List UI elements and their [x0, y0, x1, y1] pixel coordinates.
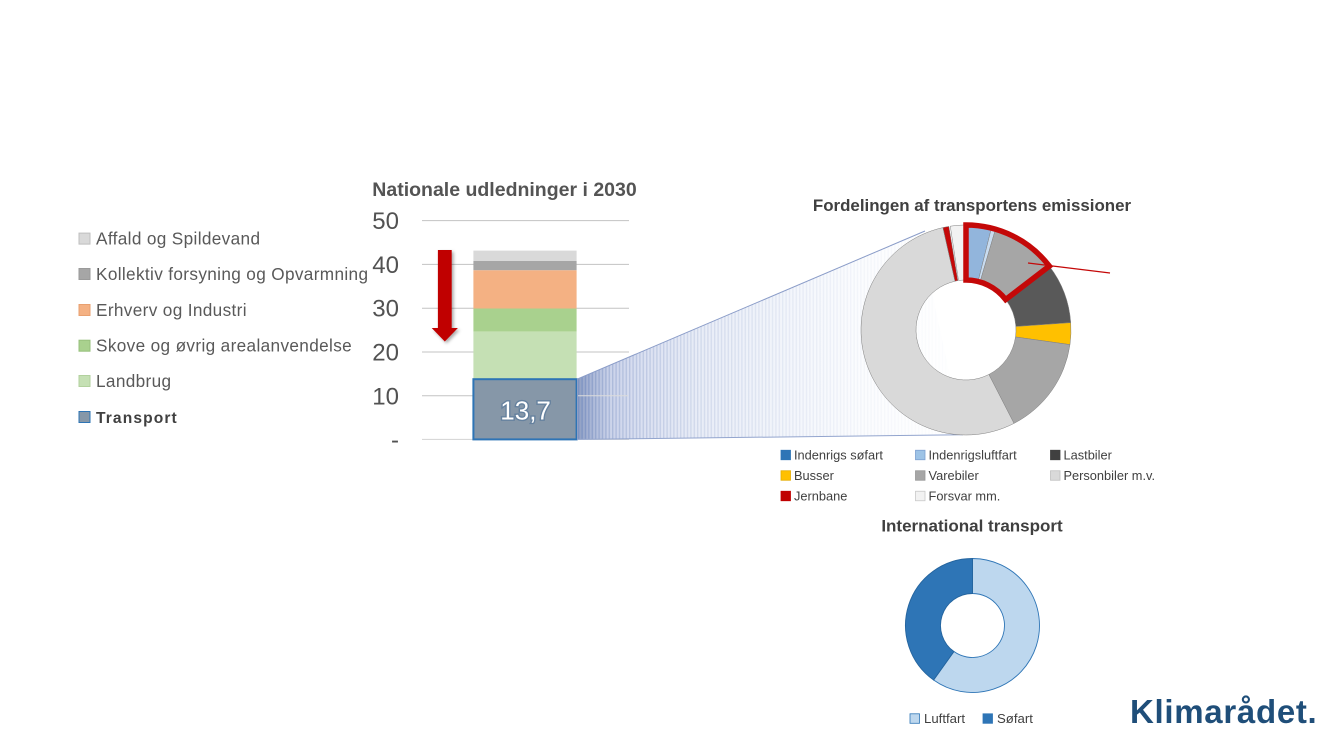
svg-text:10: 10	[372, 383, 399, 410]
svg-text:Indenrigs søfart: Indenrigs søfart	[794, 448, 883, 463]
svg-text:Skove og øvrig arealanvendelse: Skove og øvrig arealanvendelse	[96, 336, 352, 356]
svg-text:40: 40	[372, 252, 399, 279]
svg-text:Kollektiv forsyning og Opvarmn: Kollektiv forsyning og Opvarmning	[96, 264, 368, 284]
svg-text:Søfart: Søfart	[997, 711, 1033, 726]
svg-text:Klimarådet.: Klimarådet.	[1130, 693, 1317, 730]
svg-text:Luftfart: Luftfart	[924, 711, 965, 726]
svg-text:Erhverv og Industri: Erhverv og Industri	[96, 300, 247, 320]
svg-text:Nationale udledninger i 2030: Nationale udledninger i 2030	[372, 179, 637, 201]
svg-text:30: 30	[372, 296, 399, 323]
svg-text:Personbiler m.v.: Personbiler m.v.	[1064, 468, 1156, 483]
svg-text:-: -	[391, 427, 399, 454]
svg-text:Lastbiler: Lastbiler	[1064, 448, 1113, 463]
svg-text:Transport: Transport	[96, 410, 178, 427]
svg-text:13,7: 13,7	[500, 396, 551, 426]
svg-text:13,7: 13,7	[500, 396, 551, 426]
svg-text:Jernbane: Jernbane	[794, 489, 847, 504]
svg-text:Busser: Busser	[794, 468, 835, 483]
svg-text:International transport: International transport	[881, 517, 1063, 536]
svg-text:Landbrug: Landbrug	[96, 371, 171, 391]
svg-text:Varebiler: Varebiler	[929, 468, 980, 483]
svg-text:Affald og Spildevand: Affald og Spildevand	[96, 228, 260, 248]
svg-text:Indenrigsluftfart: Indenrigsluftfart	[929, 448, 1018, 463]
svg-text:Forsvar mm.: Forsvar mm.	[929, 489, 1001, 504]
svg-text:20: 20	[372, 340, 399, 367]
svg-text:50: 50	[372, 208, 399, 235]
svg-text:Fordelingen af transportens em: Fordelingen af transportens emissioner	[813, 196, 1132, 215]
